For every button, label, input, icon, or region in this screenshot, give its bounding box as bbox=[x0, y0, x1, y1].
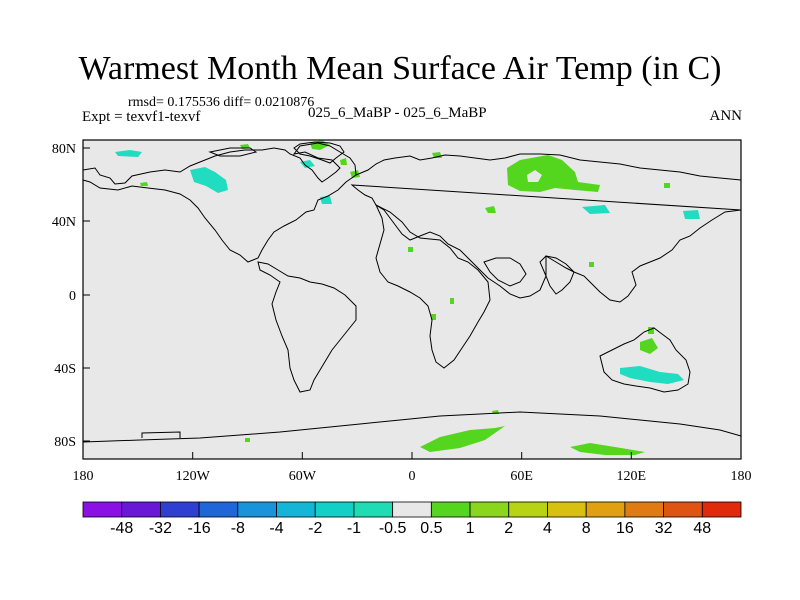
anomaly-patch-arabia bbox=[408, 247, 413, 252]
stats-text: rmsd= 0.175536 diff= 0.0210876 bbox=[128, 95, 315, 110]
colorbar-swatch bbox=[508, 501, 548, 518]
plot-title: Warmest Month Mean Surface Air Temp (in … bbox=[78, 50, 722, 87]
anomaly-patch-antarctica-1 bbox=[420, 426, 505, 452]
anomaly-patch-india bbox=[589, 262, 594, 267]
colorbar-label: 4 bbox=[543, 520, 552, 537]
coastline-north-america bbox=[82, 142, 357, 263]
colorbar-label: -0.5 bbox=[379, 520, 407, 537]
anomaly-patch-antarctica-2 bbox=[570, 443, 645, 455]
x-tick-label: 120E bbox=[617, 469, 647, 484]
y-tick-label: 40N bbox=[52, 215, 76, 230]
anomaly-patch-africa-coast bbox=[431, 314, 436, 320]
anomaly-patch-australia-south bbox=[620, 366, 684, 384]
y-tick-label: 80S bbox=[54, 435, 76, 450]
case-label: 025_6_MaBP - 025_6_MaBP bbox=[308, 105, 487, 121]
experiment-label: Expt = texvf1-texvf bbox=[82, 109, 201, 125]
anomaly-patch-east-asia bbox=[683, 210, 700, 219]
x-tick-label: 120W bbox=[176, 469, 211, 484]
colorbar-swatch bbox=[624, 501, 664, 518]
colorbar-label: -48 bbox=[110, 520, 133, 537]
coastline-india bbox=[545, 255, 575, 295]
anomaly-patch-africa-east bbox=[450, 298, 454, 304]
season-label: ANN bbox=[709, 108, 743, 124]
coastline-south-america bbox=[257, 261, 357, 393]
colorbar-label: 48 bbox=[693, 520, 711, 537]
x-tick-label: 0 bbox=[409, 469, 416, 484]
y-tick-label: 80N bbox=[52, 142, 76, 157]
coastline-greenland bbox=[293, 141, 345, 164]
anomaly-patch-arctic-west bbox=[115, 150, 142, 157]
colorbar-label: -16 bbox=[188, 520, 211, 537]
anomaly-patch-scandinavia bbox=[350, 170, 360, 178]
anomaly-patch-antarctica-4 bbox=[245, 438, 250, 442]
colorbar-label: 2 bbox=[504, 520, 513, 537]
colorbar-label: -8 bbox=[231, 520, 245, 537]
colorbar: -48 -32 -16 -8 -4 -2 -1 -0.5 0.5 1 2 4 8 16 32 48 bbox=[82, 501, 742, 537]
anomaly-patch-russia bbox=[485, 206, 496, 213]
coastline-africa bbox=[374, 203, 491, 369]
colorbar-swatch bbox=[701, 501, 742, 518]
coastline-arctic-islands bbox=[208, 147, 258, 157]
colorbar-swatch bbox=[198, 501, 239, 518]
anomaly-patch-alaska bbox=[664, 183, 670, 188]
x-tick-label: 180 bbox=[731, 469, 752, 484]
anomaly-hole-siberia bbox=[527, 170, 542, 182]
colorbar-label: 8 bbox=[582, 520, 591, 537]
colorbar-label: 16 bbox=[616, 520, 634, 537]
colorbar-swatch bbox=[121, 501, 161, 518]
anomaly-patch-canada bbox=[190, 167, 228, 193]
anomaly-patch-siberia bbox=[507, 155, 600, 192]
colorbar-label: 1 bbox=[466, 520, 475, 537]
colorbar-swatch bbox=[314, 501, 355, 518]
colorbar-swatch bbox=[276, 501, 316, 518]
anomaly-patch-mongolia bbox=[582, 205, 610, 214]
colorbar-swatch bbox=[430, 501, 471, 518]
anomaly-patch-australia-north bbox=[640, 338, 658, 354]
coastlines bbox=[82, 141, 742, 443]
colorbar-label: -4 bbox=[269, 520, 283, 537]
coastline-antarctica bbox=[82, 411, 742, 443]
anomaly-patch-north-sea bbox=[340, 158, 347, 165]
colorbar-swatch bbox=[585, 501, 626, 518]
coastline-antarctic-peninsula bbox=[141, 431, 181, 438]
colorbar-label: 0.5 bbox=[420, 520, 442, 537]
y-tick-label: 0 bbox=[69, 289, 76, 304]
anomaly-patch-north-america bbox=[140, 182, 148, 186]
colorbar-swatch bbox=[82, 501, 123, 518]
colorbar-swatch bbox=[392, 501, 432, 518]
y-axis-labels: 80N 40N 0 40S 80S bbox=[52, 142, 76, 450]
colorbar-swatch bbox=[160, 501, 200, 518]
coastline-australia bbox=[599, 327, 691, 393]
anomaly-patches bbox=[115, 140, 700, 455]
anomaly-patch-labrador bbox=[300, 160, 315, 168]
colorbar-swatch bbox=[237, 501, 277, 518]
x-tick-label: 60E bbox=[510, 469, 533, 484]
x-tick-label: 180 bbox=[73, 469, 94, 484]
colorbar-label: 32 bbox=[655, 520, 673, 537]
y-tick-label: 40S bbox=[54, 362, 76, 377]
axis-ticks bbox=[82, 147, 742, 459]
colorbar-label: -2 bbox=[308, 520, 322, 537]
colorbar-label: -32 bbox=[149, 520, 172, 537]
coastline-eurasia bbox=[350, 153, 742, 303]
x-tick-label: 60W bbox=[289, 469, 317, 484]
colorbar-swatch bbox=[353, 501, 394, 518]
colorbar-swatch bbox=[547, 501, 587, 518]
colorbar-swatch bbox=[663, 501, 703, 518]
map-background bbox=[83, 140, 741, 459]
coastline-arabia bbox=[483, 257, 527, 287]
x-axis-labels: 180 120W 60W 0 60E 120E 180 bbox=[73, 469, 752, 484]
colorbar-swatch bbox=[469, 501, 510, 518]
colorbar-label: -1 bbox=[347, 520, 361, 537]
